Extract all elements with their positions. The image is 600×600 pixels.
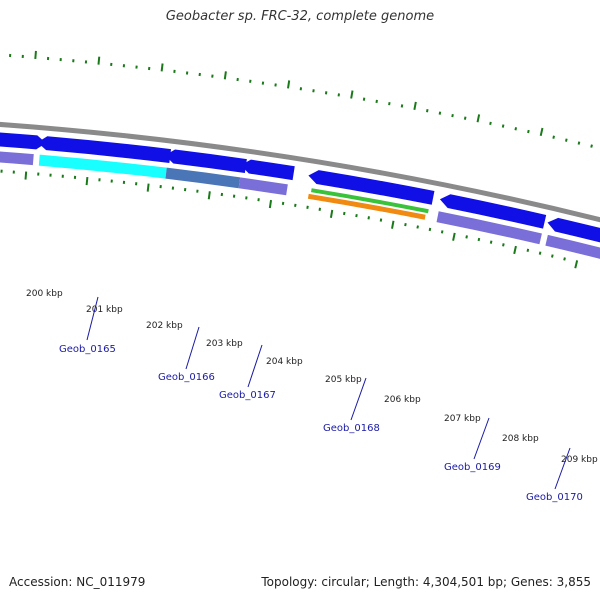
gene-band-0170 [545,234,600,259]
kbp-tick-label: 206 kbp [384,395,421,405]
gc-inner-mark [268,199,273,209]
genome-backbone [0,121,600,223]
gc-inner-mark [502,243,505,247]
kbp-tick-label: 200 kbp [26,289,63,299]
cds-arrow-geob-0170 [547,217,600,243]
gc-outer-mark [501,124,505,128]
gc-outer-mark [577,141,581,145]
gc-inner-mark [526,248,530,253]
gc-outer-mark [565,138,568,142]
gc-outer-mark [362,97,366,101]
gc-inner-mark [428,227,432,232]
kbp-tick-label: 205 kbp [325,375,362,385]
gc-inner-mark [391,220,395,229]
gc-inner-mark [416,225,419,229]
gc-outer-mark [287,80,291,89]
gc-inner-mark [538,251,542,255]
gene-labels: Geob_0165 Geob_0166 Geob_0167 Geob_0168 Geob… [59,296,583,503]
gc-inner-mark [551,254,554,258]
gene-label[interactable]: Geob_0167 [219,390,276,401]
gc-outer-mark [476,114,481,123]
cds-arrow-geob-0169 [439,194,547,229]
gc-outer-mark [426,109,429,113]
kbp-tick-label: 201 kbp [86,305,123,315]
gc-inner-mark [379,218,383,222]
gc-skew-inner-track [0,169,579,269]
feature-track [0,132,600,259]
gene-band-0164 [0,151,34,166]
gc-outer-mark [350,90,354,99]
gene-leader-line [247,344,263,388]
gc-outer-mark [413,101,417,110]
gene-label[interactable]: Geob_0165 [59,344,116,355]
gene-leader-line [86,296,99,341]
gc-outer-mark [514,127,518,131]
gc-outer-mark [438,111,442,115]
gc-inner-mark [146,183,150,192]
gene-leader-line [350,377,367,421]
gc-outer-mark [489,121,492,126]
gc-inner-mark [513,245,517,255]
kbp-tick-label: 204 kbp [266,357,303,367]
gc-outer-mark [590,144,593,148]
gc-inner-mark [563,257,566,261]
gc-outer-mark [34,50,37,60]
gc-outer-mark [400,104,404,108]
gene-leader-line [473,417,490,460]
cds-arrow-geob-0167 [240,159,295,181]
gc-inner-mark [207,191,211,200]
gene-leader-line [554,447,571,490]
gc-inner-mark [85,176,89,186]
kbp-tick-labels: 200 kbp 201 kbp 202 kbp 203 kbp 204 kbp 205 k… [26,289,598,465]
genome-stats-text: Topology: circular; Length: 4,304,501 bp… [261,575,591,589]
cds-arrow-geob-0168 [308,170,435,205]
gc-inner-mark [343,211,346,216]
gene-band-0167 [238,177,288,196]
gc-inner-mark [477,237,481,242]
gc-outer-mark [451,113,454,118]
gc-inner-mark [465,235,468,239]
gc-outer-mark [97,56,101,65]
gene-label[interactable]: Geob_0166 [158,372,215,383]
gc-inner-mark [452,232,456,241]
gc-outer-mark [463,116,467,120]
gc-inner-mark [355,213,358,218]
gc-inner-mark [24,171,28,180]
cds-arrow-geob-0164 [0,132,47,150]
gc-inner-mark [489,240,493,244]
gc-outer-mark [552,135,555,139]
gc-outer-mark [527,129,530,134]
gene-band-0166 [165,167,241,189]
gc-outer-mark [539,127,544,137]
gene-label[interactable]: Geob_0168 [323,423,380,434]
gc-outer-mark [160,63,164,72]
gene-leader-line [185,326,200,370]
kbp-tick-label: 202 kbp [146,321,183,331]
cds-arrow-geob-0165 [37,136,172,163]
gene-label[interactable]: Geob_0170 [526,492,583,503]
gc-outer-mark [375,99,378,104]
kbp-tick-label: 207 kbp [444,414,481,424]
gc-inner-mark [574,260,579,269]
accession-text: Accession: NC_011979 [9,575,146,589]
gc-inner-mark [367,216,370,220]
gc-inner-mark [329,209,334,218]
map-title: Geobacter sp. FRC-32, complete genome [165,9,435,24]
cds-arrow-geob-0166 [164,149,247,173]
gene-band-0168-green [311,188,429,214]
gene-band-0169 [436,211,542,245]
gc-skew-outer-track [9,50,593,148]
gene-band-0165 [38,154,167,179]
kbp-tick-label: 209 kbp [561,455,598,465]
kbp-tick-label: 208 kbp [502,434,539,444]
gene-band-0168-orange [307,193,426,220]
gc-outer-mark [223,71,227,80]
gc-inner-mark [440,230,444,234]
gene-label[interactable]: Geob_0169 [444,462,501,473]
gc-outer-mark [388,101,391,106]
kbp-tick-label: 203 kbp [206,339,243,349]
gc-inner-mark [404,222,407,227]
